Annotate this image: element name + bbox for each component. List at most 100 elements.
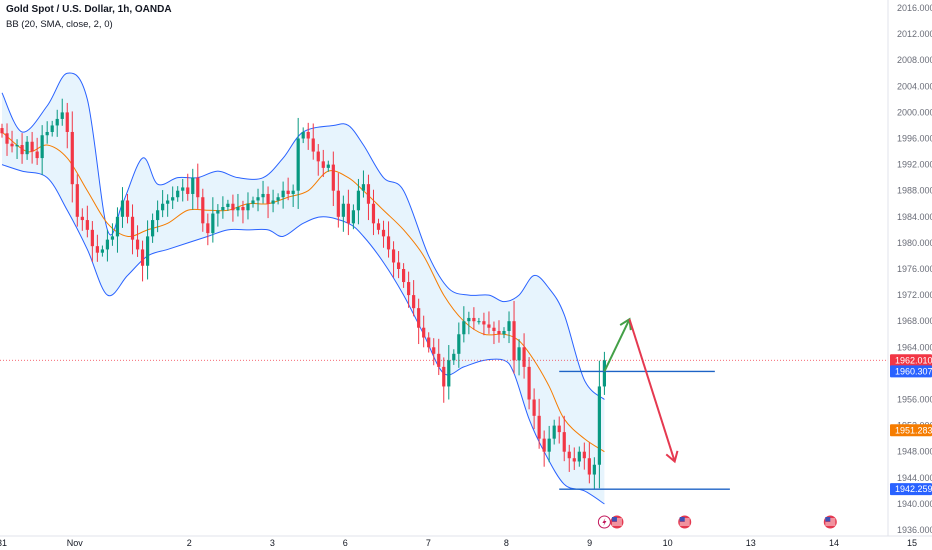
candles <box>0 98 606 489</box>
candle <box>286 177 290 201</box>
candle <box>100 245 104 257</box>
candle <box>522 333 526 379</box>
flash-event-icon[interactable] <box>597 515 611 529</box>
candle-body <box>65 112 69 132</box>
candle-body <box>407 282 411 296</box>
price-tag-value: 1951.283 <box>895 425 932 435</box>
chart-title: Gold Spot / U.S. Dollar, 1h, OANDA <box>6 4 172 15</box>
y-tick-label: 1964.000 <box>897 342 932 352</box>
candle-body <box>181 187 185 191</box>
candle <box>442 357 446 403</box>
candle-body <box>30 141 34 152</box>
us-flag-event-icon[interactable] <box>610 515 624 529</box>
candle <box>457 322 461 368</box>
candle-body <box>110 236 115 240</box>
candle-body <box>316 151 320 162</box>
price-tag: 1960.307 <box>890 365 932 378</box>
candle <box>447 345 451 400</box>
candle <box>361 170 366 198</box>
candle <box>120 187 125 228</box>
candle-body <box>5 133 9 144</box>
y-tick-label: 2008.000 <box>897 55 932 65</box>
candle <box>477 317 481 325</box>
candle-body <box>261 193 265 198</box>
candle-body <box>597 386 601 465</box>
candle <box>311 123 315 160</box>
arrow-shaft <box>628 318 676 462</box>
candle-body <box>125 200 130 217</box>
y-tick-label: 1940.000 <box>897 499 932 509</box>
candle-body <box>417 308 421 328</box>
y-tick-label: 2004.000 <box>897 81 932 91</box>
candle-body <box>306 131 310 139</box>
candle-body <box>271 200 275 204</box>
y-tick-label: 1996.000 <box>897 134 932 144</box>
candle-body <box>35 151 39 159</box>
candle <box>65 102 69 149</box>
price-tag-value: 1962.010 <box>895 355 932 365</box>
candle-body <box>452 353 456 361</box>
candle <box>296 117 300 209</box>
candle-body <box>145 236 150 266</box>
candle <box>176 186 180 202</box>
indicator-label[interactable]: BB (20, SMA, close, 2, 0) <box>6 19 113 30</box>
candle <box>196 163 200 209</box>
candle <box>482 312 486 336</box>
price-tag-box <box>890 483 932 496</box>
candle-body <box>281 190 285 198</box>
candle-body <box>50 125 54 132</box>
candle <box>346 189 350 236</box>
us-flag-event-icon[interactable] <box>678 515 692 529</box>
candle <box>507 311 511 344</box>
candle-body <box>166 200 170 204</box>
x-tick-label: Nov <box>67 538 84 548</box>
candle-body <box>311 138 315 152</box>
candle-body <box>562 432 566 452</box>
y-tick-label: 1956.000 <box>897 395 932 405</box>
candle <box>206 213 210 246</box>
candle-body <box>130 216 135 240</box>
candle <box>412 280 416 317</box>
candle-body <box>156 210 160 221</box>
candle <box>266 186 270 219</box>
y-tick-label: 2012.000 <box>897 29 932 39</box>
candle-body <box>582 451 586 459</box>
price-tag-box <box>890 424 932 437</box>
candle-body <box>351 210 355 224</box>
candle <box>336 173 340 228</box>
candle-body <box>336 190 340 217</box>
candle-body <box>532 399 536 416</box>
candle-body <box>396 262 401 269</box>
candle-body <box>487 324 491 328</box>
bollinger-lower-band <box>1 164 605 505</box>
candle-body <box>206 223 210 234</box>
candle <box>186 173 190 201</box>
candle <box>301 127 305 144</box>
candle <box>95 234 99 262</box>
flash-icon-bolt <box>602 518 607 526</box>
candle <box>587 442 591 484</box>
candle <box>427 332 431 353</box>
candle-body <box>547 438 551 452</box>
bollinger-basis <box>1 131 605 453</box>
candle-body <box>301 131 305 139</box>
candle <box>527 357 531 410</box>
candle-body <box>376 223 381 230</box>
candle <box>140 240 145 282</box>
candle-body <box>507 321 511 331</box>
candle-body <box>140 249 145 266</box>
price-tag-box <box>890 365 932 378</box>
candle-body <box>186 187 190 194</box>
candle-body <box>266 193 270 204</box>
candle <box>557 416 561 444</box>
price-tag-value: 1960.307 <box>895 366 932 376</box>
candle <box>472 307 476 330</box>
candle-body <box>256 197 260 201</box>
x-tick-label: 13 <box>746 538 756 548</box>
candle-body <box>472 317 476 322</box>
y-tick-label: 1936.000 <box>897 525 932 535</box>
candle-body <box>15 145 19 147</box>
candle <box>437 338 441 376</box>
us-flag-event-icon[interactable] <box>823 515 837 529</box>
